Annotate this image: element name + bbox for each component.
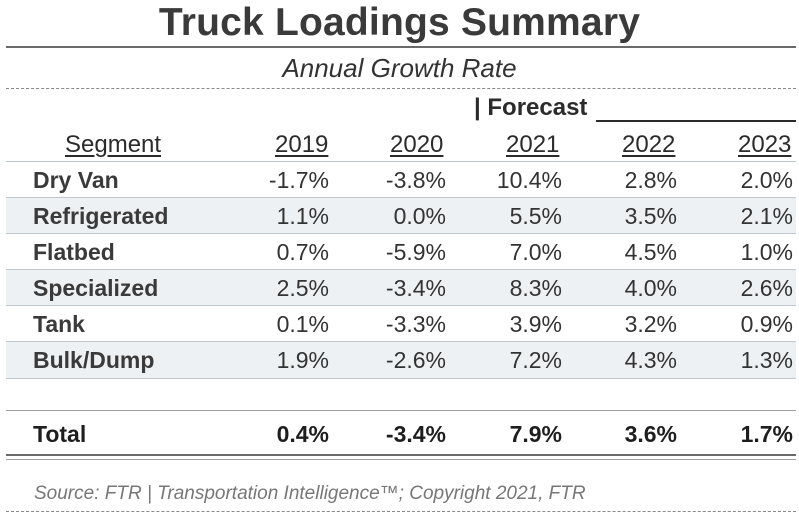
total-label: Total [33, 421, 87, 447]
growth-rate-cell: 2.1% [740, 203, 793, 229]
table-row: Tank 0.1% -3.3% 3.9% 3.2% 0.9% [6, 306, 796, 342]
row-separator [6, 378, 796, 379]
row-separator [6, 269, 796, 270]
growth-rate-cell: 3.9% [509, 311, 562, 337]
growth-rate-cell: 1.1% [276, 203, 329, 229]
growth-rate-cell: 4.5% [624, 239, 677, 265]
growth-rate-cell: 2.5% [276, 275, 329, 301]
total-row: Total 0.4% -3.4% 7.9% 3.6% 1.7% [6, 416, 796, 452]
segment-label: Bulk/Dump [33, 347, 155, 373]
growth-rate-cell: 0.7% [276, 239, 329, 265]
growth-rate-cell: 1.3% [740, 347, 793, 373]
table-row: Bulk/Dump 1.9% -2.6% 7.2% 4.3% 1.3% [6, 342, 796, 378]
header-year-2023: 2023 [738, 131, 792, 158]
row-separator [6, 233, 796, 234]
forecast-underline [596, 120, 796, 122]
growth-rate-cell: 5.5% [509, 203, 562, 229]
segment-label: Dry Van [33, 167, 119, 193]
table-row: Specialized 2.5% -3.4% 8.3% 4.0% 2.6% [6, 270, 796, 306]
header-year-2020: 2020 [390, 131, 444, 158]
total-bottom-rule [6, 454, 796, 456]
footer-divider [6, 511, 796, 512]
header-segment: Segment [65, 131, 162, 158]
title-divider [6, 46, 796, 48]
segment-label: Tank [33, 311, 85, 337]
growth-rate-cell: -1.7% [268, 167, 329, 193]
table-row: Flatbed 0.7% -5.9% 7.0% 4.5% 1.0% [6, 234, 796, 270]
growth-rate-cell: -3.3% [385, 311, 446, 337]
segment-label: Refrigerated [33, 203, 169, 229]
growth-rate-cell: -3.4% [385, 275, 446, 301]
growth-rate-cell: 7.2% [509, 347, 562, 373]
growth-rate-cell: 4.0% [624, 275, 677, 301]
growth-rate-cell: 1.9% [276, 347, 329, 373]
growth-rate-cell: -5.9% [385, 239, 446, 265]
total-bottom-rule-2 [6, 459, 796, 460]
source-note: Source: FTR | Transportation Intelligenc… [34, 483, 586, 504]
total-2023: 1.7% [740, 421, 793, 447]
growth-rate-cell: 2.6% [740, 275, 793, 301]
total-top-rule [6, 410, 796, 411]
subtitle: Annual Growth Rate [282, 53, 517, 83]
growth-rate-cell: 7.0% [509, 239, 562, 265]
growth-rate-cell: 3.2% [624, 311, 677, 337]
table-row: Dry Van -1.7% -3.8% 10.4% 2.8% 2.0% [6, 162, 796, 198]
forecast-label: | Forecast [474, 94, 588, 121]
row-separator [6, 341, 796, 342]
growth-rate-cell: 2.0% [740, 167, 793, 193]
growth-rate-cell: 2.8% [624, 167, 677, 193]
table-row: Refrigerated 1.1% 0.0% 5.5% 3.5% 2.1% [6, 198, 796, 234]
growth-rate-cell: 10.4% [496, 167, 562, 193]
header-year-2021: 2021 [506, 131, 560, 158]
growth-rate-cell: 0.1% [276, 311, 329, 337]
growth-rate-cell: -3.8% [385, 167, 446, 193]
row-separator [6, 197, 796, 198]
total-2020: -3.4% [385, 421, 446, 447]
segment-label: Flatbed [33, 239, 115, 265]
row-separator [6, 305, 796, 306]
total-2021: 7.9% [509, 421, 562, 447]
growth-rate-cell: -2.6% [385, 347, 446, 373]
total-2022: 3.6% [624, 421, 677, 447]
total-2019: 0.4% [276, 421, 329, 447]
growth-rate-cell: 0.0% [393, 203, 446, 229]
segment-label: Specialized [33, 275, 159, 301]
page-title: Truck Loadings Summary [158, 1, 641, 44]
header-year-2019: 2019 [275, 131, 329, 158]
growth-rate-cell: 4.3% [624, 347, 677, 373]
header-year-2022: 2022 [622, 131, 676, 158]
subtitle-divider [6, 88, 796, 89]
row-separator [6, 161, 796, 162]
growth-rate-cell: 3.5% [624, 203, 677, 229]
growth-rate-cell: 0.9% [740, 311, 793, 337]
growth-rate-cell: 8.3% [509, 275, 562, 301]
growth-rate-cell: 1.0% [740, 239, 793, 265]
